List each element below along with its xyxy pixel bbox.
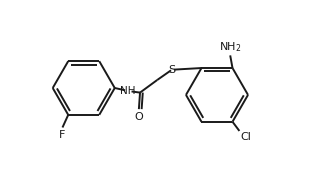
- Text: NH: NH: [120, 86, 135, 96]
- Text: Cl: Cl: [241, 132, 251, 142]
- Text: O: O: [135, 112, 143, 122]
- Text: NH$_2$: NH$_2$: [219, 40, 242, 54]
- Text: S: S: [169, 65, 176, 75]
- Text: F: F: [59, 130, 66, 140]
